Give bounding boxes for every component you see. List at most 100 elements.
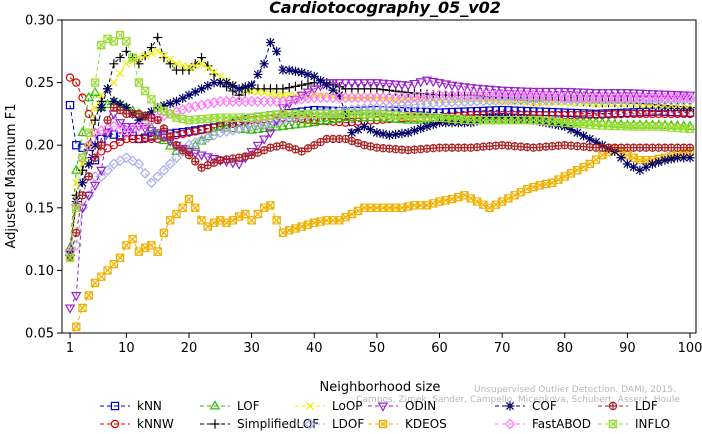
- data-point-cof: [309, 71, 319, 81]
- data-point-odin: [640, 89, 652, 100]
- data-point-odin: [121, 122, 132, 133]
- data-point-fastabod: [202, 98, 214, 110]
- data-point-cof: [77, 178, 88, 188]
- legend-item-ldof: LDOF: [295, 417, 364, 431]
- x-tick-label: 100: [678, 341, 702, 356]
- data-point-cof: [209, 78, 219, 88]
- legend-label: kNNW: [137, 417, 174, 431]
- data-point-simplifiedlof: [522, 96, 532, 106]
- data-point-simplifiedlof: [159, 52, 169, 63]
- data-point-simplifiedlof: [372, 84, 382, 94]
- data-point-ldf: [178, 146, 187, 155]
- data-point-odin: [490, 86, 502, 96]
- data-point-odin: [578, 88, 589, 98]
- data-point-odin: [546, 87, 558, 98]
- data-point-ldf: [72, 228, 81, 238]
- data-point-cof: [547, 119, 557, 129]
- data-point-knnw: [303, 115, 313, 124]
- y-tick-label: 0.15: [25, 201, 54, 216]
- data-point-loop: [203, 63, 212, 73]
- data-point-cof: [159, 100, 169, 111]
- data-point-odin: [515, 87, 527, 97]
- data-point-inflo: [72, 203, 81, 212]
- data-point-knnw: [228, 119, 238, 129]
- legend-marker: [505, 401, 515, 411]
- data-point-knnw: [660, 109, 670, 119]
- data-point-lof: [71, 164, 82, 174]
- data-point-cof: [409, 125, 420, 136]
- legend-label: KDEOS: [405, 417, 447, 431]
- legend-label: LoOP: [332, 399, 363, 413]
- data-point-odin: [71, 291, 82, 302]
- data-point-lof: [277, 120, 289, 130]
- data-point-odin: [428, 77, 439, 88]
- data-point-loop: [197, 59, 206, 68]
- data-point-loop: [184, 63, 194, 72]
- data-point-cof: [328, 85, 338, 95]
- data-point-cof: [265, 37, 276, 48]
- x-tick-label: 60: [431, 341, 448, 356]
- data-point-ldf: [191, 157, 200, 166]
- data-point-fastabod: [196, 99, 207, 111]
- data-point-knnw: [347, 117, 357, 127]
- data-point-fastabod: [108, 120, 120, 132]
- data-point-odin: [459, 83, 470, 93]
- data-point-cof: [353, 124, 363, 135]
- data-point-ldof: [239, 122, 251, 134]
- data-point-simplifiedlof: [297, 80, 307, 90]
- data-point-kdeos: [159, 228, 169, 238]
- data-point-simplifiedlof: [284, 83, 294, 93]
- data-point-cof: [184, 90, 194, 100]
- x-tick-label: 80: [556, 341, 573, 356]
- data-point-cof: [616, 153, 626, 163]
- x-tick-label: 1: [66, 341, 74, 356]
- data-point-cof: [422, 121, 432, 132]
- data-point-cof: [403, 128, 413, 138]
- data-point-cof: [347, 128, 357, 138]
- data-point-odin: [271, 116, 282, 126]
- data-point-cof: [171, 96, 182, 106]
- data-point-knnw: [648, 109, 657, 119]
- data-point-odin: [334, 79, 345, 89]
- data-point-loop: [166, 55, 175, 64]
- data-point-odin: [352, 79, 364, 89]
- legend-label: kNN: [137, 399, 162, 413]
- data-point-knnw: [623, 109, 632, 119]
- data-point-cof: [541, 118, 551, 128]
- data-point-cof: [491, 113, 501, 123]
- data-point-simplifiedlof: [121, 46, 131, 56]
- data-point-cof: [102, 84, 113, 94]
- data-point-lof: [309, 116, 320, 127]
- data-point-ldf: [184, 151, 194, 160]
- data-point-knnw: [172, 130, 181, 140]
- data-point-cof: [391, 129, 401, 139]
- data-point-cof: [272, 46, 282, 56]
- x-tick-label: 40: [306, 341, 323, 356]
- data-point-cof: [622, 159, 632, 169]
- y-tick-label: 0.30: [25, 14, 54, 29]
- data-point-simplifiedlof: [115, 52, 125, 63]
- data-point-cof: [666, 154, 676, 164]
- data-point-cof: [641, 162, 651, 172]
- data-point-cof: [359, 121, 369, 132]
- data-point-ldf: [115, 105, 125, 115]
- data-point-cof: [96, 103, 106, 113]
- data-point-cof: [228, 81, 238, 91]
- legend-marker: [504, 418, 516, 430]
- data-point-ldf: [103, 115, 112, 125]
- data-point-kdeos: [115, 253, 125, 263]
- data-point-loop: [178, 61, 187, 70]
- plot-area: [61, 19, 697, 334]
- legend-item-knnw: kNNW: [100, 417, 174, 431]
- data-point-odin: [102, 129, 113, 139]
- data-point-knnw: [341, 118, 350, 127]
- data-point-cof: [178, 93, 188, 103]
- data-point-odin: [390, 80, 401, 90]
- data-point-knn: [65, 100, 75, 110]
- data-point-knnw: [134, 134, 144, 144]
- data-point-odin: [503, 86, 514, 97]
- data-point-ldof: [246, 120, 258, 132]
- data-point-odin: [471, 84, 483, 94]
- legend-marker: [210, 419, 220, 429]
- data-point-simplifiedlof: [109, 59, 119, 69]
